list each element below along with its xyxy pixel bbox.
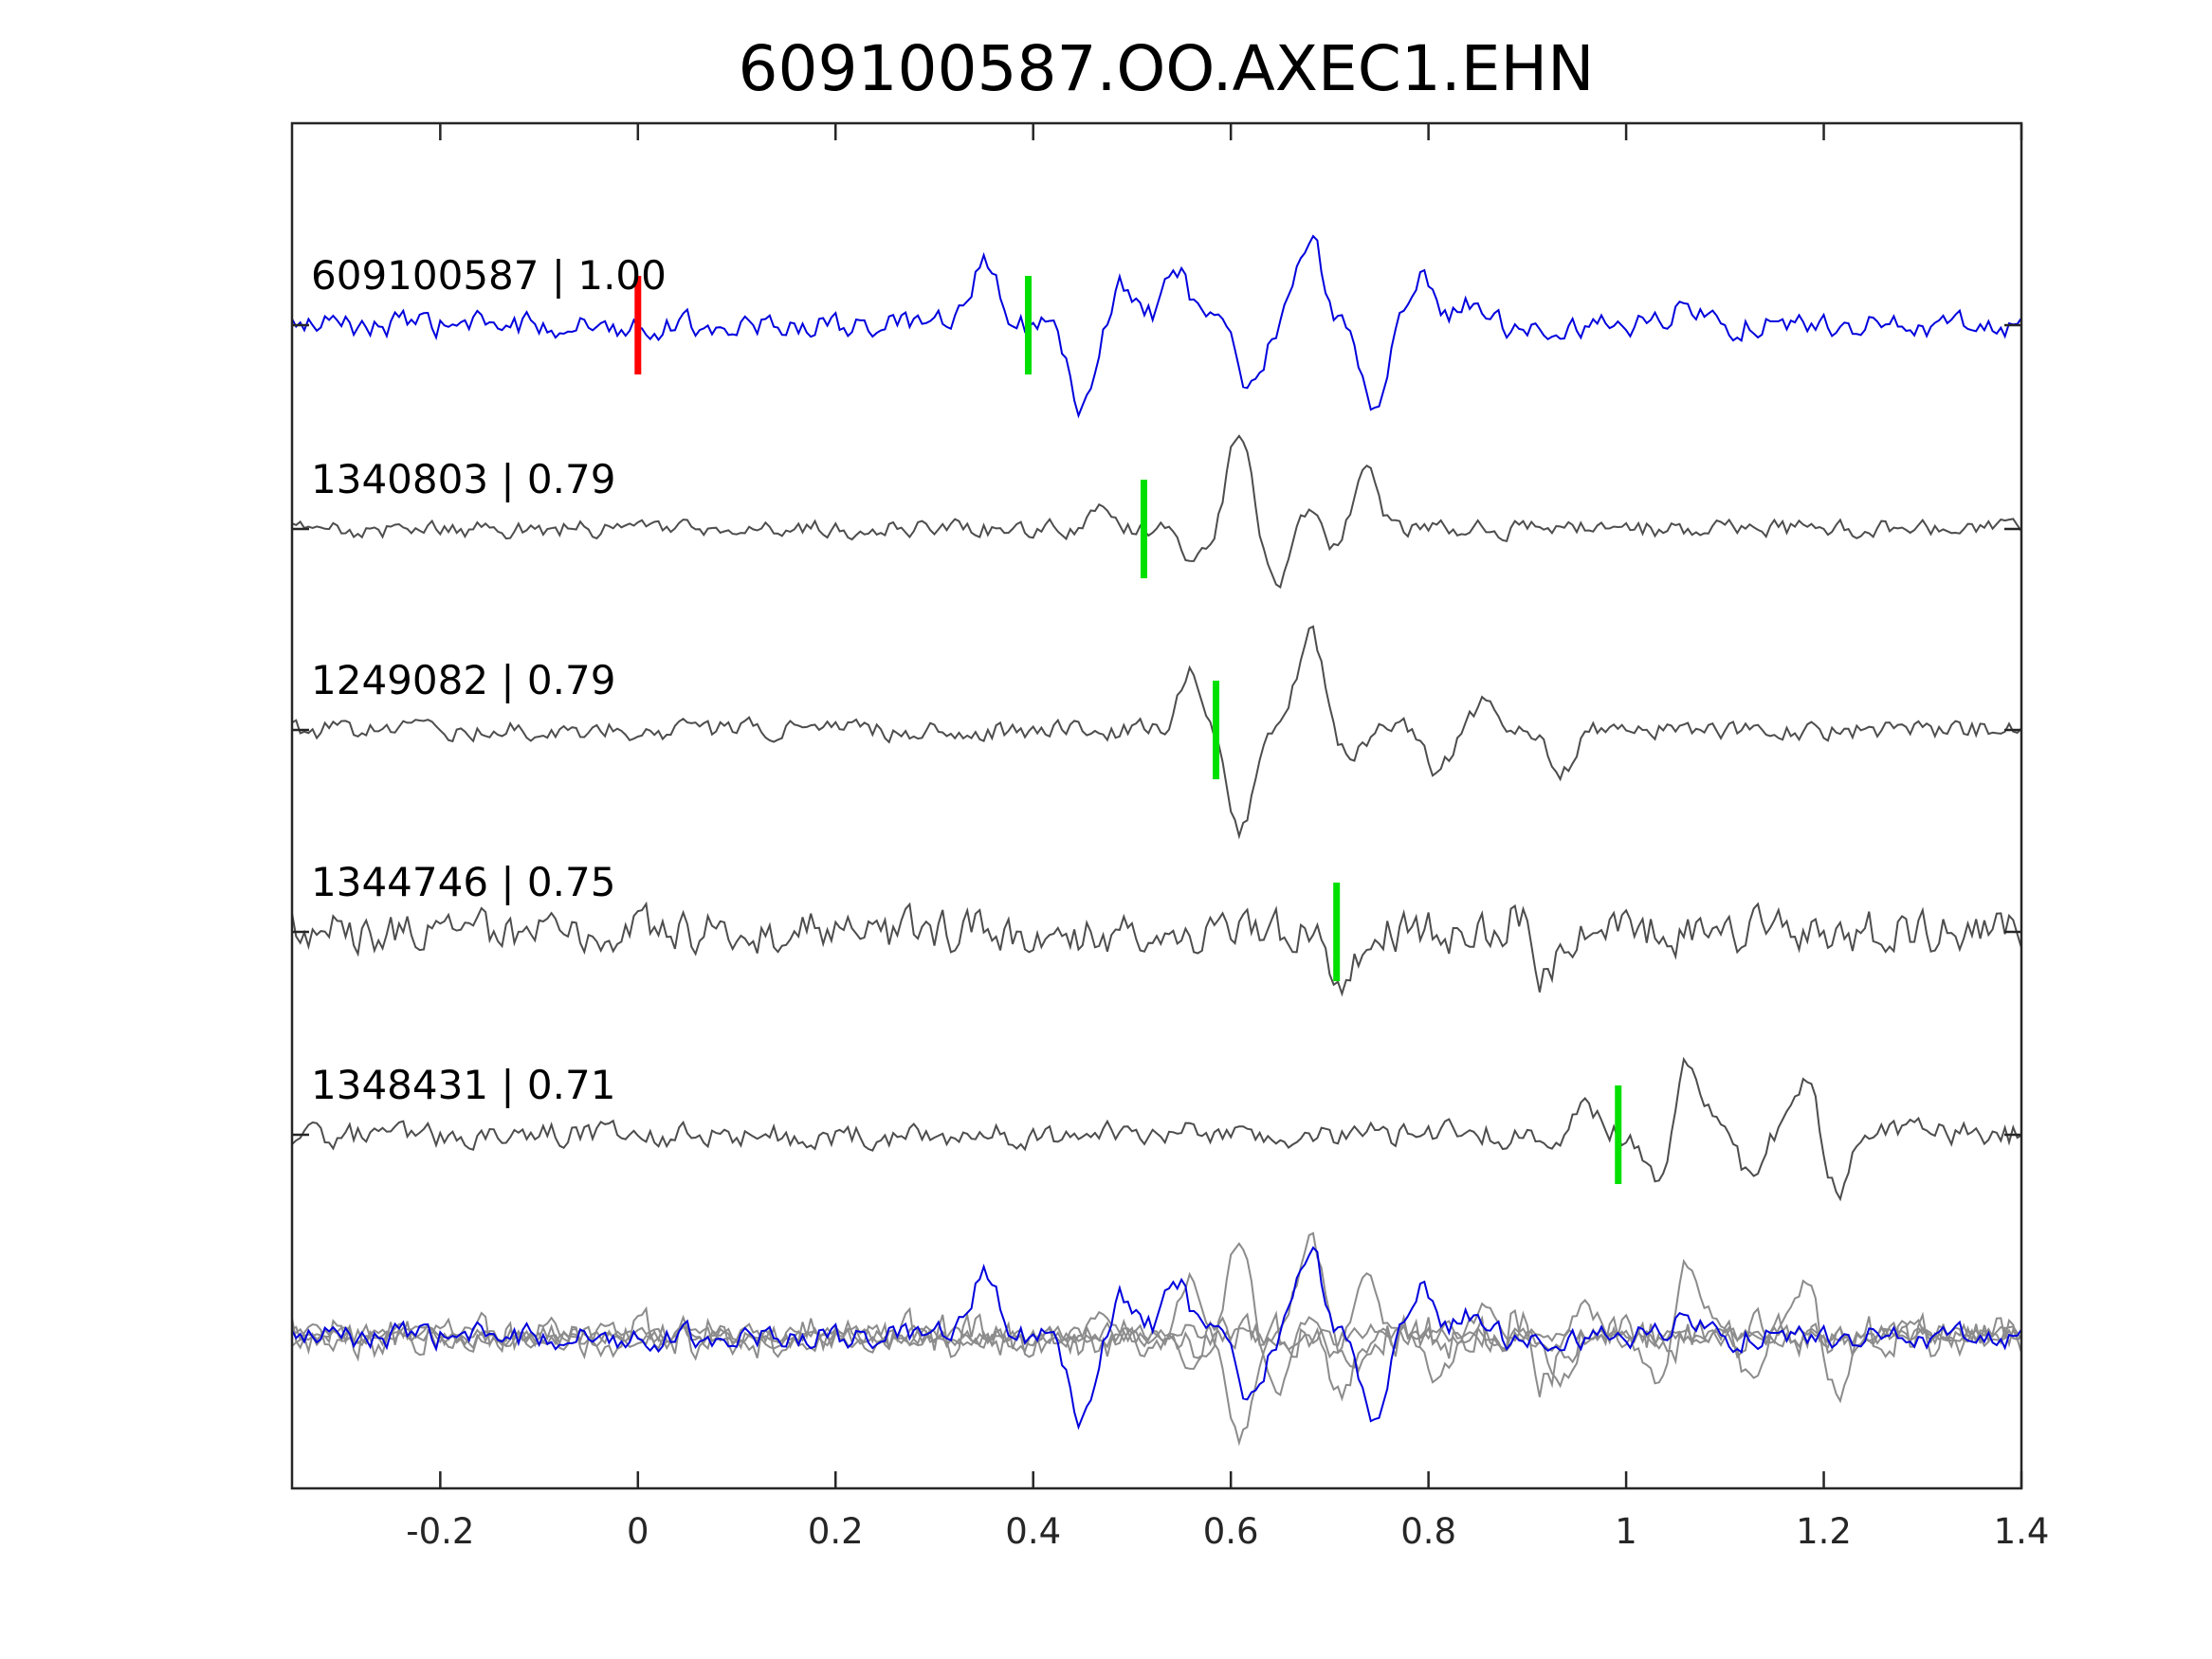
chart-title: 609100587.OO.AXEC1.EHN xyxy=(739,32,1595,105)
overlay-trace-1348431 xyxy=(291,1258,2022,1404)
x-tick-label: 0.4 xyxy=(1005,1511,1061,1552)
waveform-line xyxy=(291,625,2022,840)
waveform-line xyxy=(291,1056,2022,1202)
x-tick-label: -0.2 xyxy=(406,1511,474,1552)
trace-1348431: 1348431 | 0.71 xyxy=(291,1056,2022,1202)
trace-label: 1348431 | 0.71 xyxy=(311,1062,615,1108)
trace-label: 609100587 | 1.00 xyxy=(311,252,667,299)
waveform-line xyxy=(291,434,2022,590)
overlay-trace-1344746 xyxy=(291,1305,2022,1402)
trace-label: 1340803 | 0.79 xyxy=(311,456,615,502)
x-tick-label: 1.2 xyxy=(1796,1511,1852,1552)
waveform-line xyxy=(291,901,2022,997)
overlay-trace-1249082 xyxy=(291,1231,2022,1447)
x-tick-label: 1.4 xyxy=(1994,1511,2050,1552)
trace-609100587: 609100587 | 1.00 xyxy=(291,234,2022,419)
plot-area: 609100587 | 1.00 1340803 | 0.79 1249082 | … xyxy=(291,234,2022,1447)
x-axis-ticks: -0.2 0 0.2 0.4 0.6 0.8 1 1.2 1.4 xyxy=(406,123,2049,1552)
trace-1340803: 1340803 | 0.79 xyxy=(291,434,2022,590)
x-tick-label: 0.2 xyxy=(808,1511,864,1552)
trace-label: 1249082 | 0.79 xyxy=(311,657,615,703)
x-tick-label: 0 xyxy=(627,1511,649,1552)
axes-box xyxy=(290,121,2023,1490)
overlay-trace-609100587 xyxy=(291,1246,2022,1431)
x-tick-label: 0.6 xyxy=(1203,1511,1259,1552)
x-tick-label: 0.8 xyxy=(1400,1511,1456,1552)
trace-1344746: 1344746 | 0.75 xyxy=(291,859,2022,997)
overlay-traces xyxy=(291,1231,2022,1447)
trace-1249082: 1249082 | 0.79 xyxy=(291,625,2022,840)
x-tick-label: 1 xyxy=(1615,1511,1637,1552)
trace-label: 1344746 | 0.75 xyxy=(311,859,615,905)
waveform-line xyxy=(291,234,2022,419)
